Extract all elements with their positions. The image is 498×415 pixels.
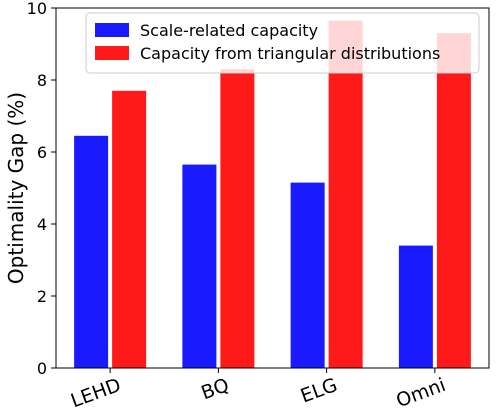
bar-scale-related-elg — [290, 182, 325, 368]
y-tick-label: 0 — [37, 359, 47, 378]
bar-triangular-lehd — [112, 90, 147, 369]
x-tick-label-elg: ELG — [298, 374, 341, 407]
x-tick-label-bq: BQ — [198, 374, 232, 404]
y-axis-title: Optimality Gap (%) — [4, 92, 28, 284]
x-axis: LEHD BQ ELG Omni — [68, 368, 449, 412]
legend-label-scale-related: Scale-related capacity — [140, 21, 318, 40]
legend-box — [85, 12, 480, 74]
legend-swatch-scale-related — [95, 23, 129, 37]
y-tick-label: 8 — [37, 71, 47, 90]
bar-scale-related-lehd — [74, 135, 109, 368]
plot-frame — [55, 7, 490, 369]
bar-scale-related-omni — [398, 245, 433, 368]
legend-label-triangular: Capacity from triangular distributions — [140, 44, 440, 63]
y-tick-label: 4 — [37, 215, 47, 234]
legend: Scale-related capacity Capacity from tria… — [85, 12, 480, 74]
bar-scale-related-bq — [182, 164, 217, 368]
legend-swatch-triangular — [95, 46, 129, 60]
x-tick-label-omni: Omni — [393, 374, 448, 412]
bars-layer — [74, 20, 471, 369]
bar-triangular-bq — [220, 69, 255, 368]
bar-triangular-omni — [436, 33, 471, 368]
y-tick-label: 6 — [37, 143, 47, 162]
y-axis: 0 2 4 6 8 10 — [27, 0, 56, 378]
y-tick-label: 10 — [27, 0, 47, 18]
bar-triangular-elg — [328, 20, 363, 368]
y-tick-label: 2 — [37, 287, 47, 306]
x-tick-label-lehd: LEHD — [68, 374, 124, 412]
